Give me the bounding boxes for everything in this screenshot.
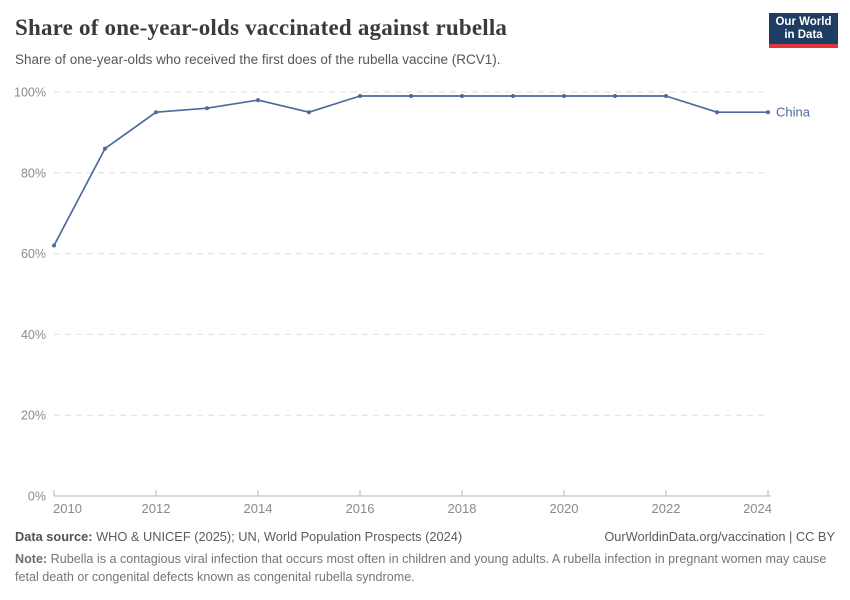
data-point[interactable] xyxy=(613,94,617,98)
data-point[interactable] xyxy=(256,98,260,103)
y-axis-tick-label: 60% xyxy=(21,247,46,261)
data-point[interactable] xyxy=(664,94,668,98)
line-chart: 0% 20% 40% 60% 80% 100% 2010 2012 2014 2016 2018 20… xyxy=(14,86,811,517)
attribution-link[interactable]: OurWorldinData.org/vaccination | CC BY xyxy=(604,529,835,544)
y-axis-tick-label: 40% xyxy=(21,328,46,342)
data-point[interactable] xyxy=(766,110,770,115)
note-label: Note: xyxy=(15,552,48,566)
series-label-china: China xyxy=(776,105,811,120)
data-point[interactable] xyxy=(460,94,464,98)
owid-logo-line2: in Data xyxy=(784,28,823,41)
data-point[interactable] xyxy=(562,94,566,98)
data-point[interactable] xyxy=(52,243,56,248)
y-axis-tick-label: 80% xyxy=(21,166,46,180)
data-point[interactable] xyxy=(715,110,719,115)
data-point[interactable] xyxy=(409,94,413,98)
owid-logo-line1: Our World xyxy=(775,15,832,28)
data-source-label: Data source: xyxy=(15,529,93,544)
data-point[interactable] xyxy=(511,94,515,98)
y-axis-tick-label: 0% xyxy=(28,490,46,504)
x-axis-tick-label: 2012 xyxy=(142,501,171,516)
y-axis-tick-label: 20% xyxy=(21,409,46,423)
x-axis-tick-label: 2022 xyxy=(652,501,681,516)
data-source-line: Data source: WHO & UNICEF (2025); UN, Wo… xyxy=(15,529,462,544)
page-subtitle: Share of one-year-olds who received the … xyxy=(15,52,501,67)
x-axis-tick-label: 2018 xyxy=(448,501,477,516)
x-axis-tick-label: 2024 xyxy=(743,501,772,516)
owid-logo[interactable]: Our World in Data xyxy=(769,13,838,48)
x-axis-tick-label: 2016 xyxy=(346,501,375,516)
data-point[interactable] xyxy=(205,106,209,111)
y-axis-tick-label: 100% xyxy=(14,86,46,100)
page-title: Share of one-year-olds vaccinated agains… xyxy=(15,15,508,40)
series-line-china[interactable] xyxy=(53,95,768,246)
data-point[interactable] xyxy=(103,146,107,151)
x-axis-tick-label: 2014 xyxy=(244,501,273,516)
footer-source-row: Data source: WHO & UNICEF (2025); UN, Wo… xyxy=(15,529,835,544)
data-source-text: WHO & UNICEF (2025); UN, World Populatio… xyxy=(92,529,463,544)
x-axis-tick-label: 2020 xyxy=(550,501,579,516)
note-text: Rubella is a contagious viral infection … xyxy=(15,552,827,585)
data-point[interactable] xyxy=(307,110,311,115)
data-point[interactable] xyxy=(154,110,158,115)
footer-note: Note: Rubella is a contagious viral infe… xyxy=(15,550,837,587)
x-axis-tick-label: 2010 xyxy=(53,501,82,516)
data-point[interactable] xyxy=(358,94,362,98)
